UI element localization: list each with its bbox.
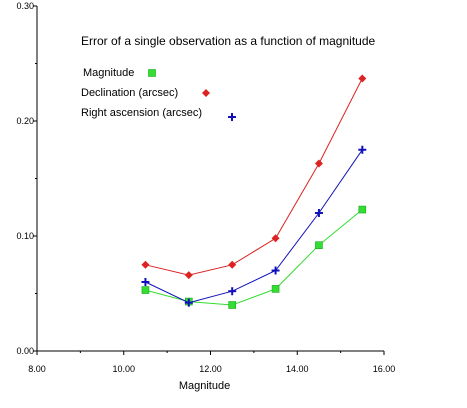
data-point [184,298,193,307]
x-tick-label: 12.00 [199,364,222,374]
legend-label: Magnitude [83,67,134,79]
data-point [184,271,193,280]
data-point [271,285,280,293]
y-tick-label: 0.10 [16,231,34,241]
axes [36,6,384,352]
y-tick-label: 0.00 [16,346,34,356]
series-plus [141,145,367,307]
series-line [145,149,363,304]
legend: Magnitude Declination (arcsec) Right ascen… [81,67,236,121]
legend-label: Declination (arcsec) [81,87,178,99]
data-point [271,234,280,243]
data-point [271,266,280,275]
data-point [314,209,323,217]
ticks: 0.00 0.10 0.20 0.30 8.00 10.00 12.00 14.00 16.00 [16,1,395,374]
data-point [228,260,237,269]
x-axis-title: Magnitude [179,380,230,392]
x-tick-label: 8.00 [28,364,46,374]
data-point [141,260,150,269]
y-tick-label: 0.30 [16,1,34,11]
legend-label: Right ascension (arcsec) [81,107,202,119]
series-line [145,209,363,306]
data-point [141,278,150,286]
data-point [141,286,150,294]
data-point [358,145,367,154]
series-line [145,78,363,276]
legend-marker [228,113,236,121]
series-square [141,205,367,309]
legend-marker [202,89,210,97]
x-tick-label: 14.00 [286,364,309,374]
x-tick-label: 16.00 [373,364,396,374]
series-layer [141,74,367,309]
legend-marker [148,69,156,77]
data-point [228,301,236,309]
data-point [314,159,323,168]
data-point [358,74,367,83]
chart-title: Error of a single observation as a funct… [81,34,375,48]
series-diamond [141,74,367,280]
x-tick-label: 10.00 [112,364,135,374]
data-point [315,241,323,249]
data-point [228,287,237,296]
y-tick-label: 0.20 [16,116,34,126]
data-point [358,205,367,214]
